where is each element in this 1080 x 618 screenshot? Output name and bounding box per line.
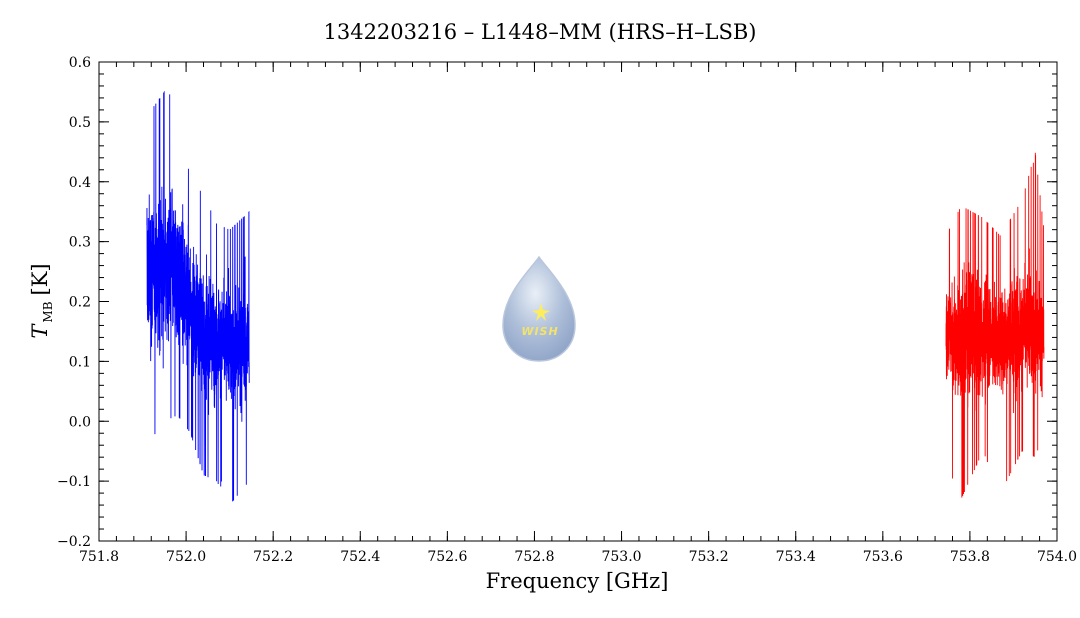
water-drop-star-icon — [502, 255, 576, 362]
spectra — [146, 90, 1045, 502]
y-tick-label: −0.1 — [57, 474, 91, 490]
x-tick-labels: 751.8 752.0 752.2 752.4 752.6 752.8 753.0 753.2… — [79, 549, 1077, 565]
y-tick-label: 0.5 — [69, 115, 91, 131]
y-tick-label: 0.6 — [69, 55, 91, 71]
x-tick-label: 753.8 — [950, 549, 990, 565]
svg-text:TMB[K]: TMB [K] — [28, 263, 55, 338]
axis-ticks — [98, 61, 1058, 542]
y-axis-label-unit: [K] — [28, 263, 52, 295]
x-tick-label: 751.8 — [79, 549, 119, 565]
chart-title: 1342203216 – L1448–MM (HRS–H–LSB) — [323, 20, 756, 44]
x-tick-label: 753.2 — [689, 549, 729, 565]
x-tick-label: 754.0 — [1037, 549, 1077, 565]
y-tick-label: 0.4 — [69, 175, 91, 191]
y-tick-labels: −0.2 −0.1 0.0 0.1 0.2 0.3 0.4 0.5 0.6 — [57, 55, 91, 550]
y-axis-label: TMB [K] — [28, 263, 55, 338]
x-axis-label: Frequency [GHz] — [486, 569, 669, 593]
y-tick-label: 0.2 — [69, 295, 91, 311]
star-icon — [532, 303, 550, 321]
plot-frame — [98, 61, 1058, 542]
y-tick-label: −0.2 — [57, 534, 91, 550]
x-tick-label: 752.2 — [253, 549, 293, 565]
x-tick-label: 753.6 — [863, 549, 903, 565]
spectrum-series-1 — [945, 152, 1045, 498]
x-tick-label: 753.0 — [601, 549, 641, 565]
logo-text: WISH — [521, 325, 558, 338]
y-tick-label: 0.1 — [69, 354, 91, 370]
x-tick-label: 752.0 — [166, 549, 206, 565]
x-tick-label: 752.6 — [427, 549, 467, 565]
wish-logo: WISH — [502, 255, 576, 362]
y-axis-label-sub: MB — [41, 301, 55, 322]
y-tick-label: 0.3 — [69, 235, 91, 251]
spectrum-series-0 — [146, 90, 250, 502]
y-tick-label: 0.0 — [69, 414, 91, 430]
x-tick-label: 753.4 — [776, 549, 816, 565]
y-axis-label-main: T — [28, 323, 52, 339]
x-tick-label: 752.8 — [514, 549, 554, 565]
x-tick-label: 752.4 — [340, 549, 380, 565]
